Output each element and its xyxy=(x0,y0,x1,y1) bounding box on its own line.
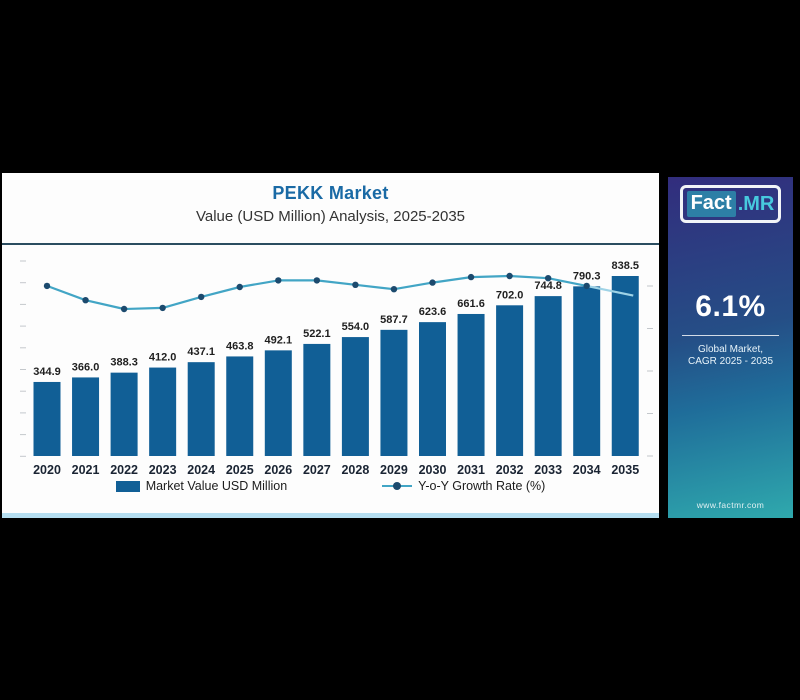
bar-value-label-2024: 437.1 xyxy=(187,346,215,358)
x-axis-label-2031: 2031 xyxy=(457,463,485,477)
bar-value-label-2020: 344.9 xyxy=(33,366,61,378)
bar-value-label-2029: 587.7 xyxy=(380,314,408,326)
bar-value-label-2030: 623.6 xyxy=(419,306,447,318)
x-axis-label-2032: 2032 xyxy=(496,463,524,477)
chart-canvas: 344.9 2020 366.0 2021 388.3 2022 412.0 2023 437.… xyxy=(20,260,653,477)
x-axis-label-2021: 2021 xyxy=(72,463,100,477)
bar-value-label-2022: 388.3 xyxy=(110,357,138,369)
bar-2030 xyxy=(419,322,446,456)
x-axis-label-2020: 2020 xyxy=(33,463,61,477)
growth-dot-2027 xyxy=(313,277,321,284)
bar-line-chart: 344.9 2020 366.0 2021 388.3 2022 412.0 2023 437.… xyxy=(2,249,659,483)
growth-rate-line-tail xyxy=(586,284,634,297)
bar-2032 xyxy=(496,305,524,456)
x-axis-label-2035: 2035 xyxy=(611,463,639,477)
growth-dot-2026 xyxy=(275,277,282,284)
bar-2022 xyxy=(110,372,138,456)
bar-value-label-2027: 522.1 xyxy=(303,328,331,340)
bar-value-label-2032: 702.0 xyxy=(496,289,524,301)
growth-dot-2020 xyxy=(43,282,51,290)
bar-2026 xyxy=(264,350,292,456)
x-axis-label-2022: 2022 xyxy=(110,463,138,477)
growth-dot-2032 xyxy=(506,272,513,280)
logo-mr-text: .MR xyxy=(737,192,775,215)
chart-subtitle: Value (USD Million) Analysis, 2025-2035 xyxy=(195,208,466,225)
x-axis-label-2033: 2033 xyxy=(534,463,562,477)
bar-swatch-icon xyxy=(115,480,140,492)
legend-item-growth-rate: Y-o-Y Growth Rate (%) xyxy=(382,479,545,493)
cagr-value: 6.1% xyxy=(695,290,766,323)
x-axis-label-2030: 2030 xyxy=(419,463,447,477)
growth-dot-2025 xyxy=(236,283,243,291)
growth-dot-2034 xyxy=(583,282,590,290)
bar-value-label-2034: 790.3 xyxy=(573,270,601,282)
x-axis-label-2024: 2024 xyxy=(187,463,215,477)
legend-item-market-value: Market Value USD Million xyxy=(115,479,288,493)
x-axis-label-2034: 2034 xyxy=(573,463,601,477)
growth-dot-2024 xyxy=(198,293,205,301)
bar-value-label-2023: 412.0 xyxy=(149,352,177,364)
x-axis-label-2028: 2028 xyxy=(341,463,369,477)
factmr-logo: Fact .MR xyxy=(679,185,782,223)
growth-dot-2033 xyxy=(544,275,552,282)
bar-2023 xyxy=(149,367,177,456)
growth-dot-2021 xyxy=(82,297,89,304)
logo-fact-text: Fact xyxy=(686,191,736,217)
growth-dot-2030 xyxy=(429,279,436,286)
bar-2024 xyxy=(187,362,215,456)
bar-value-label-2025: 463.8 xyxy=(226,340,254,352)
website-url: www.factmr.com xyxy=(696,500,765,510)
bar-2021 xyxy=(72,377,100,456)
growth-dot-2022 xyxy=(120,305,128,313)
bar-2025 xyxy=(226,356,254,456)
x-axis-label-2027: 2027 xyxy=(303,463,331,477)
cagr-caption-line2: CAGR 2025 - 2035 xyxy=(687,356,774,367)
cagr-caption: Global Market, CAGR 2025 - 2035 xyxy=(668,344,793,368)
bar-2034 xyxy=(573,286,601,456)
bar-value-label-2021: 366.0 xyxy=(72,361,100,373)
bar-2033 xyxy=(534,296,562,456)
growth-dot-2031 xyxy=(467,273,475,281)
bar-2027 xyxy=(303,343,331,456)
cagr-caption-line1: Global Market, xyxy=(697,344,764,355)
bar-value-label-2033: 744.8 xyxy=(534,280,562,292)
legend-label-market-value: Market Value USD Million xyxy=(145,479,288,493)
growth-dot-2029 xyxy=(390,286,398,293)
bar-2029 xyxy=(380,329,408,456)
line-swatch-icon xyxy=(382,480,413,492)
bar-2028 xyxy=(341,337,369,456)
bar-2020 xyxy=(33,381,61,456)
x-axis-label-2025: 2025 xyxy=(226,463,254,477)
chart-legend: Market Value USD Million Y-o-Y Growth Ra… xyxy=(2,479,659,493)
bar-value-label-2028: 554.0 xyxy=(342,321,370,333)
chart-title: PEKK Market xyxy=(272,183,389,203)
growth-dot-2028 xyxy=(352,281,359,288)
bar-2035 xyxy=(611,276,639,456)
chart-card: PEKK Market Value (USD Million) Analysis… xyxy=(2,173,659,518)
cagr-divider xyxy=(682,335,779,336)
bar-value-label-2026: 492.1 xyxy=(265,334,293,346)
growth-dot-2023 xyxy=(159,304,166,312)
bar-value-label-2035: 838.5 xyxy=(611,260,639,272)
bar-value-label-2031: 661.6 xyxy=(457,298,485,310)
brand-sidebar: Fact .MR 6.1% Global Market, CAGR 2025 -… xyxy=(668,177,793,518)
bar-2031 xyxy=(457,313,485,456)
chart-header: PEKK Market Value (USD Million) Analysis… xyxy=(2,183,659,225)
x-axis-label-2029: 2029 xyxy=(380,463,408,477)
legend-label-growth-rate: Y-o-Y Growth Rate (%) xyxy=(418,479,546,493)
x-axis-label-2023: 2023 xyxy=(149,463,177,477)
title-separator xyxy=(2,243,659,245)
x-axis-label-2026: 2026 xyxy=(264,463,292,477)
